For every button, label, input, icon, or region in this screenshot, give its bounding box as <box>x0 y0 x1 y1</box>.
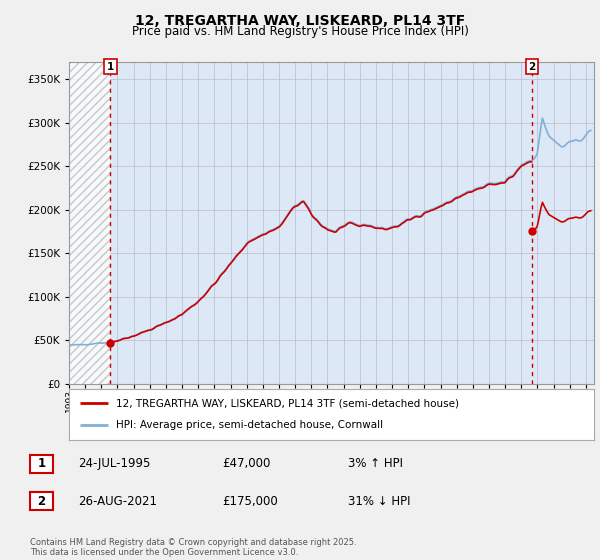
Text: Contains HM Land Registry data © Crown copyright and database right 2025.
This d: Contains HM Land Registry data © Crown c… <box>30 538 356 557</box>
Text: 2: 2 <box>37 494 46 508</box>
Text: 26-AUG-2021: 26-AUG-2021 <box>78 494 157 508</box>
Text: 24-JUL-1995: 24-JUL-1995 <box>78 457 151 470</box>
Text: £175,000: £175,000 <box>222 494 278 508</box>
Text: HPI: Average price, semi-detached house, Cornwall: HPI: Average price, semi-detached house,… <box>116 421 383 431</box>
Text: £47,000: £47,000 <box>222 457 271 470</box>
Text: 12, TREGARTHA WAY, LISKEARD, PL14 3TF (semi-detached house): 12, TREGARTHA WAY, LISKEARD, PL14 3TF (s… <box>116 398 459 408</box>
Text: Price paid vs. HM Land Registry's House Price Index (HPI): Price paid vs. HM Land Registry's House … <box>131 25 469 38</box>
Text: 2: 2 <box>528 62 535 72</box>
Text: 1: 1 <box>107 62 114 72</box>
Text: 3% ↑ HPI: 3% ↑ HPI <box>348 457 403 470</box>
Text: 12, TREGARTHA WAY, LISKEARD, PL14 3TF: 12, TREGARTHA WAY, LISKEARD, PL14 3TF <box>135 14 465 28</box>
Text: 1: 1 <box>37 457 46 470</box>
Text: 31% ↓ HPI: 31% ↓ HPI <box>348 494 410 508</box>
